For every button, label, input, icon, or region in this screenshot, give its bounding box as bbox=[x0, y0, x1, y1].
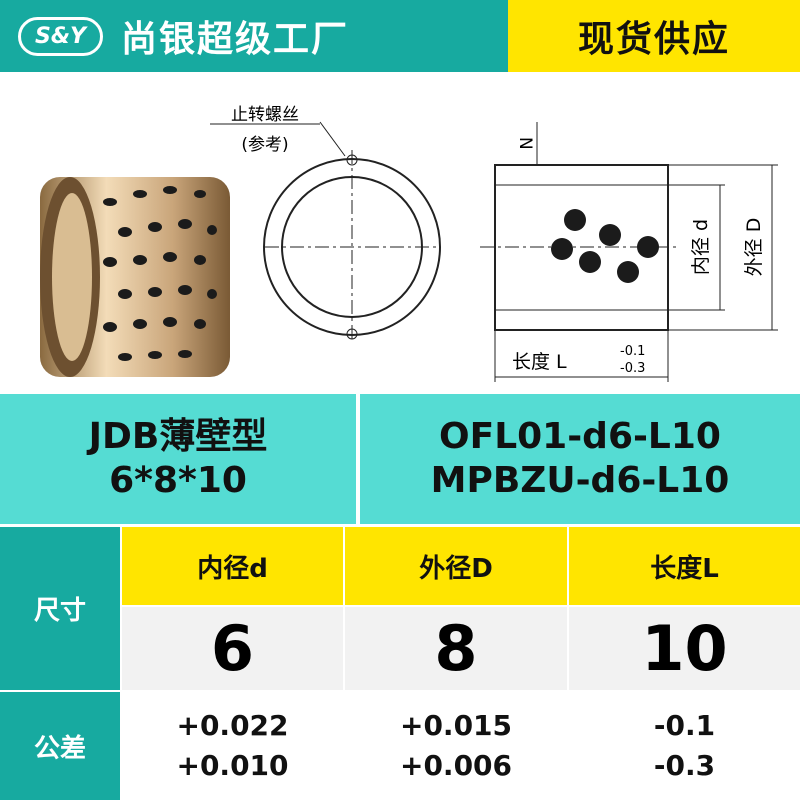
product-series: JDB薄壁型 bbox=[88, 416, 268, 457]
length-label: 长度 L bbox=[512, 351, 567, 373]
row-label: 公差 bbox=[0, 692, 120, 800]
tolerance-value: +0.006 bbox=[399, 749, 513, 782]
bushing-photo bbox=[40, 177, 230, 377]
row-label: 尺寸 bbox=[0, 527, 120, 690]
product-code: OFL01-d6-L10 bbox=[439, 416, 721, 457]
size-value: 8 bbox=[345, 607, 567, 690]
code-cell: OFL01-d6-L10 MPBZU-d6-L10 bbox=[360, 394, 800, 524]
screw-label: 止转螺丝 bbox=[231, 105, 299, 125]
ring-view bbox=[210, 121, 441, 342]
tolerance-cell: +0.022 +0.010 bbox=[122, 692, 343, 800]
tolerance-value: -0.3 bbox=[653, 749, 716, 782]
header-bar: S&Y 尚银超级工厂 bbox=[0, 0, 508, 72]
tolerance-value: +0.022 bbox=[176, 709, 289, 742]
n-label: N bbox=[515, 137, 535, 150]
tolerance-cell: +0.015 +0.006 bbox=[345, 692, 567, 800]
size-value: 6 bbox=[122, 607, 343, 690]
length-tol-lower: -0.3 bbox=[620, 361, 645, 376]
side-view bbox=[480, 122, 778, 382]
size-value: 10 bbox=[569, 607, 800, 690]
side-holes bbox=[551, 209, 659, 283]
header-badge: 现货供应 bbox=[508, 0, 800, 72]
tolerance-value: +0.010 bbox=[176, 749, 289, 782]
length-tol-upper: -0.1 bbox=[620, 344, 645, 359]
inner-label: 内径 d bbox=[690, 219, 712, 275]
product-cell: JDB薄壁型 6*8*10 bbox=[0, 394, 356, 524]
tolerance-cell: -0.1 -0.3 bbox=[569, 692, 800, 800]
column-header: 内径d bbox=[122, 527, 343, 605]
product-code: MPBZU-d6-L10 bbox=[430, 460, 730, 501]
product-size: 6*8*10 bbox=[109, 460, 247, 501]
tolerance-value: +0.015 bbox=[399, 709, 513, 742]
logo: S&Y bbox=[18, 16, 103, 56]
column-header: 长度L bbox=[569, 527, 800, 605]
screw-note: (参考) bbox=[241, 135, 288, 155]
header-title: 尚银超级工厂 bbox=[120, 19, 349, 60]
tolerance-value: -0.1 bbox=[653, 709, 716, 742]
outer-label: 外径 D bbox=[743, 218, 765, 277]
column-header: 外径D bbox=[345, 527, 567, 605]
illustration: 止转螺丝 (参考) N 内径 d 外径 D 长度 L -0.1 -0.3 bbox=[40, 105, 778, 382]
